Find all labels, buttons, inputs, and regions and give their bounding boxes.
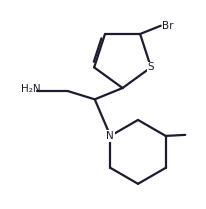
Text: Br: Br (162, 21, 173, 31)
Text: H₂N: H₂N (21, 84, 40, 94)
Text: S: S (148, 62, 154, 72)
Text: N: N (107, 131, 114, 141)
